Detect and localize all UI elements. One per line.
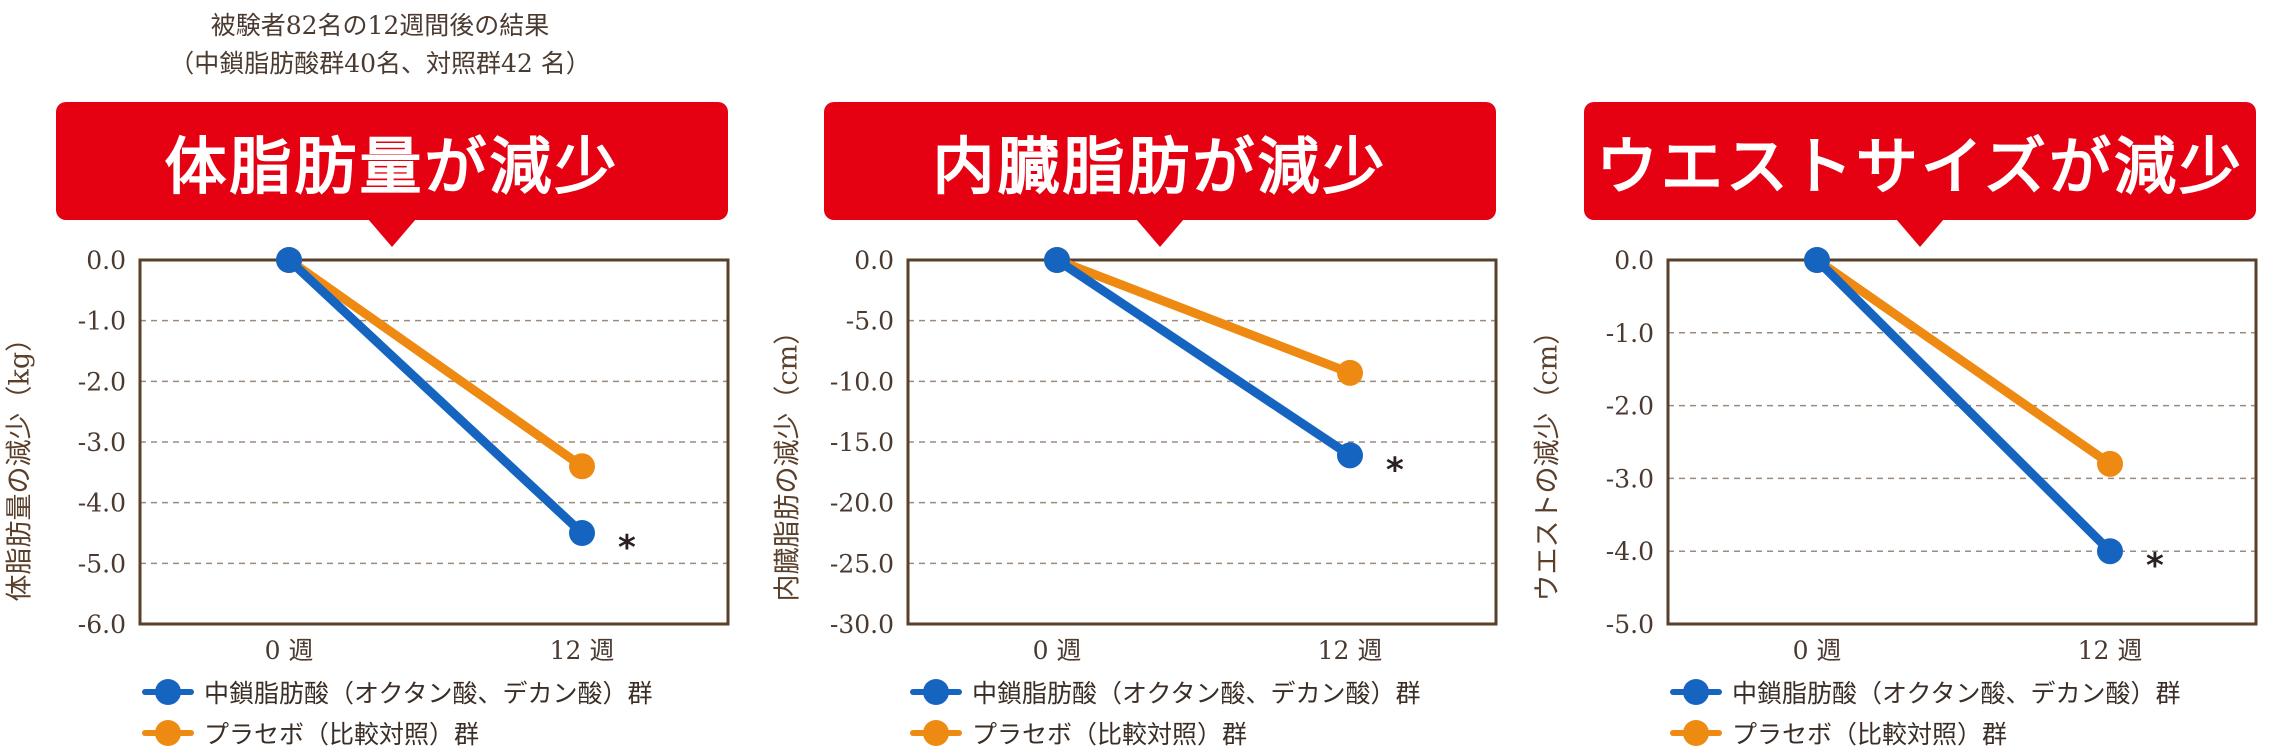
data-point-mcfa xyxy=(1337,442,1363,469)
legend-item-placebo: プラセボ（比較対照）群 xyxy=(1670,715,2007,751)
y-tick-label: -2.0 xyxy=(1606,392,1654,421)
y-tick-label: -4.0 xyxy=(1606,537,1654,566)
banner-pointer xyxy=(1896,219,1944,247)
series-line-placebo xyxy=(284,255,587,471)
y-tick-label: -3.0 xyxy=(78,428,126,457)
legend-item-mcfa: 中鎖脂肪酸（オクタン酸、デカン酸）群 xyxy=(910,674,1421,710)
legend-marker-orange xyxy=(142,720,194,746)
legend-label: 中鎖脂肪酸（オクタン酸、デカン酸）群 xyxy=(1732,679,2181,708)
legend-item-placebo: プラセボ（比較対照）群 xyxy=(910,715,1247,751)
y-tick-label: -1.0 xyxy=(78,307,126,336)
study-note-detail: （中鎖脂肪酸群40名、対照群42 名） xyxy=(169,49,591,78)
y-tick-label: -5.0 xyxy=(1606,610,1654,639)
series-line-mcfa xyxy=(1812,255,2115,556)
y-tick-label: -3.0 xyxy=(1606,464,1654,493)
series-line-placebo xyxy=(1052,255,1355,378)
x-tick-label: 0 週 xyxy=(1033,636,1082,665)
plot-frame xyxy=(906,258,1498,626)
x-tick-label: 12 週 xyxy=(1318,636,1383,665)
significance-asterisk: * xyxy=(618,528,636,568)
y-tick-label: -25.0 xyxy=(830,549,894,578)
y-tick-label: -5.0 xyxy=(78,549,126,578)
legend-marker-blue xyxy=(142,679,194,705)
legend-label: 中鎖脂肪酸（オクタン酸、デカン酸）群 xyxy=(972,679,1421,708)
significance-asterisk: * xyxy=(1386,450,1404,490)
chart-plot: 0.0 -5.0 -10.0 -15.0 -20.0 -25.0 -30.0 0 週 12 週 * xyxy=(830,246,1498,665)
chart-panel-body-fat: 体脂肪量が減少 体脂肪量の減少（kg） 0.0 -1.0 -2.0 -3.0 -4.0-… xyxy=(0,0,760,752)
significance-asterisk: * xyxy=(2146,546,2164,586)
y-tick-label: -5.0 xyxy=(846,307,894,336)
chart-plot: 0.0 -1.0 -2.0 -3.0 -4.0 -5.0 -6.0 0 週 12 週 * xyxy=(78,246,730,665)
data-point-placebo xyxy=(569,453,595,480)
legend-item-mcfa: 中鎖脂肪酸（オクタン酸、デカン酸）群 xyxy=(1670,674,2181,710)
series-line-placebo xyxy=(1812,255,2115,469)
chart-title-banner: ウエストサイズが減少 xyxy=(1584,102,2256,220)
chart-plot: 0.0 -1.0 -2.0 -3.0 -4.0 -5.0 0 週 12 週 * xyxy=(1606,246,2258,665)
legend-marker-orange xyxy=(1670,720,1722,746)
legend-item-placebo: プラセボ（比較対照）群 xyxy=(142,715,479,751)
data-point-mcfa xyxy=(1804,247,1830,273)
legend-marker-blue xyxy=(1670,679,1722,705)
x-tick-label: 12 週 xyxy=(2078,636,2143,665)
plot-frame xyxy=(1666,258,2258,626)
x-tick-label: 12 週 xyxy=(550,636,615,665)
x-tick-label: 0 週 xyxy=(265,636,314,665)
chart-title-banner: 内臓脂肪が減少 xyxy=(824,102,1496,220)
y-tick-label: 0.0 xyxy=(86,246,126,275)
data-point-placebo xyxy=(1337,359,1363,386)
data-point-mcfa xyxy=(276,247,302,273)
legend-label: 中鎖脂肪酸（オクタン酸、デカン酸）群 xyxy=(204,679,653,708)
series-line-mcfa xyxy=(1052,255,1355,460)
y-tick-label: -20.0 xyxy=(830,489,894,518)
series-line-mcfa xyxy=(284,255,587,538)
legend-marker-orange xyxy=(910,720,962,746)
y-tick-label: -2.0 xyxy=(78,367,126,396)
study-note: 被験者82名の12週間後の結果 xyxy=(210,11,550,40)
y-tick-label: -4.0 xyxy=(78,489,126,518)
chart-title-banner: 体脂肪量が減少 xyxy=(56,102,728,220)
y-tick-label: 0.0 xyxy=(1614,246,1654,275)
legend-label: プラセボ（比較対照）群 xyxy=(1732,720,2008,749)
y-tick-label: -10.0 xyxy=(830,367,894,396)
y-tick-label: 0.0 xyxy=(854,246,894,275)
legend-label: プラセボ（比較対照）群 xyxy=(204,720,480,749)
banner-pointer xyxy=(368,219,416,247)
data-point-mcfa xyxy=(1044,247,1070,273)
banner-pointer xyxy=(1136,219,1184,247)
y-tick-label: -1.0 xyxy=(1606,319,1654,348)
y-tick-label: -15.0 xyxy=(830,428,894,457)
data-point-mcfa xyxy=(569,520,595,546)
chart-panel-waist: ウエストサイズが減少 ウエストの減少（cm） 0.0 -1.0 -2.0 -3.0 -4… xyxy=(1528,0,2288,752)
legend-marker-blue xyxy=(910,679,962,705)
legend-item-mcfa: 中鎖脂肪酸（オクタン酸、デカン酸）群 xyxy=(142,674,653,710)
data-point-mcfa xyxy=(2097,538,2123,565)
y-tick-label: -6.0 xyxy=(78,610,126,639)
y-tick-label: -30.0 xyxy=(830,610,894,639)
legend-label: プラセボ（比較対照）群 xyxy=(972,720,1248,749)
plot-frame xyxy=(138,258,730,626)
x-tick-label: 0 週 xyxy=(1793,636,1842,665)
chart-panel-visceral-fat: 内臓脂肪が減少 内臓脂肪の減少（cm） 0.0 -5.0 -10.0 -15.0 -20… xyxy=(768,0,1528,752)
data-point-placebo xyxy=(2097,450,2123,477)
